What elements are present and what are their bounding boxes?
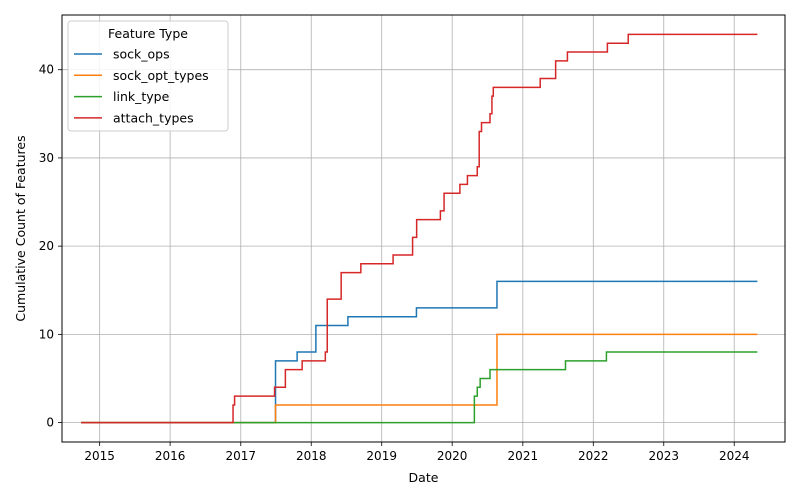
- x-tick-label: 2023: [648, 449, 679, 463]
- legend-title: Feature Type: [108, 26, 188, 41]
- legend-label: sock_opt_types: [113, 68, 209, 83]
- legend-label: link_type: [113, 89, 170, 104]
- x-tick-label: 2024: [719, 449, 750, 463]
- series-line-sock-ops: [81, 280, 758, 424]
- x-tick-label: 2022: [578, 449, 609, 463]
- y-tick-label: 10: [39, 327, 54, 341]
- legend: Feature Type sock_ops sock_opt_types link_…: [67, 20, 229, 132]
- legend-box: [67, 20, 229, 132]
- legend-label: attach_types: [113, 110, 194, 125]
- x-tick-label: 2021: [508, 449, 539, 463]
- series-lines: [81, 33, 758, 424]
- y-axis-ticks: 0 10 20 30 40: [39, 63, 62, 430]
- plot-frame: [61, 14, 786, 443]
- legend-label: sock_ops: [113, 47, 170, 62]
- x-tick-label: 2016: [155, 449, 186, 463]
- y-tick-label: 30: [39, 151, 54, 165]
- x-axis-ticks: 2015 2016 2017 2018 2019 2020 2021 2022 2023 2024: [84, 442, 749, 463]
- series-line-link-type: [81, 351, 758, 424]
- y-tick-label: 0: [46, 416, 54, 430]
- x-tick-label: 2020: [437, 449, 468, 463]
- y-axis-label: Cumulative Count of Features: [13, 135, 28, 321]
- x-tick-label: 2018: [296, 449, 327, 463]
- x-tick-label: 2015: [84, 449, 115, 463]
- series-line-sock-opt-types: [81, 333, 758, 424]
- x-tick-label: 2017: [225, 449, 256, 463]
- y-tick-label: 20: [39, 239, 54, 253]
- x-tick-label: 2019: [366, 449, 397, 463]
- x-axis-label: Date: [409, 470, 439, 485]
- series-line-attach-types: [81, 33, 758, 424]
- y-tick-label: 40: [39, 63, 54, 77]
